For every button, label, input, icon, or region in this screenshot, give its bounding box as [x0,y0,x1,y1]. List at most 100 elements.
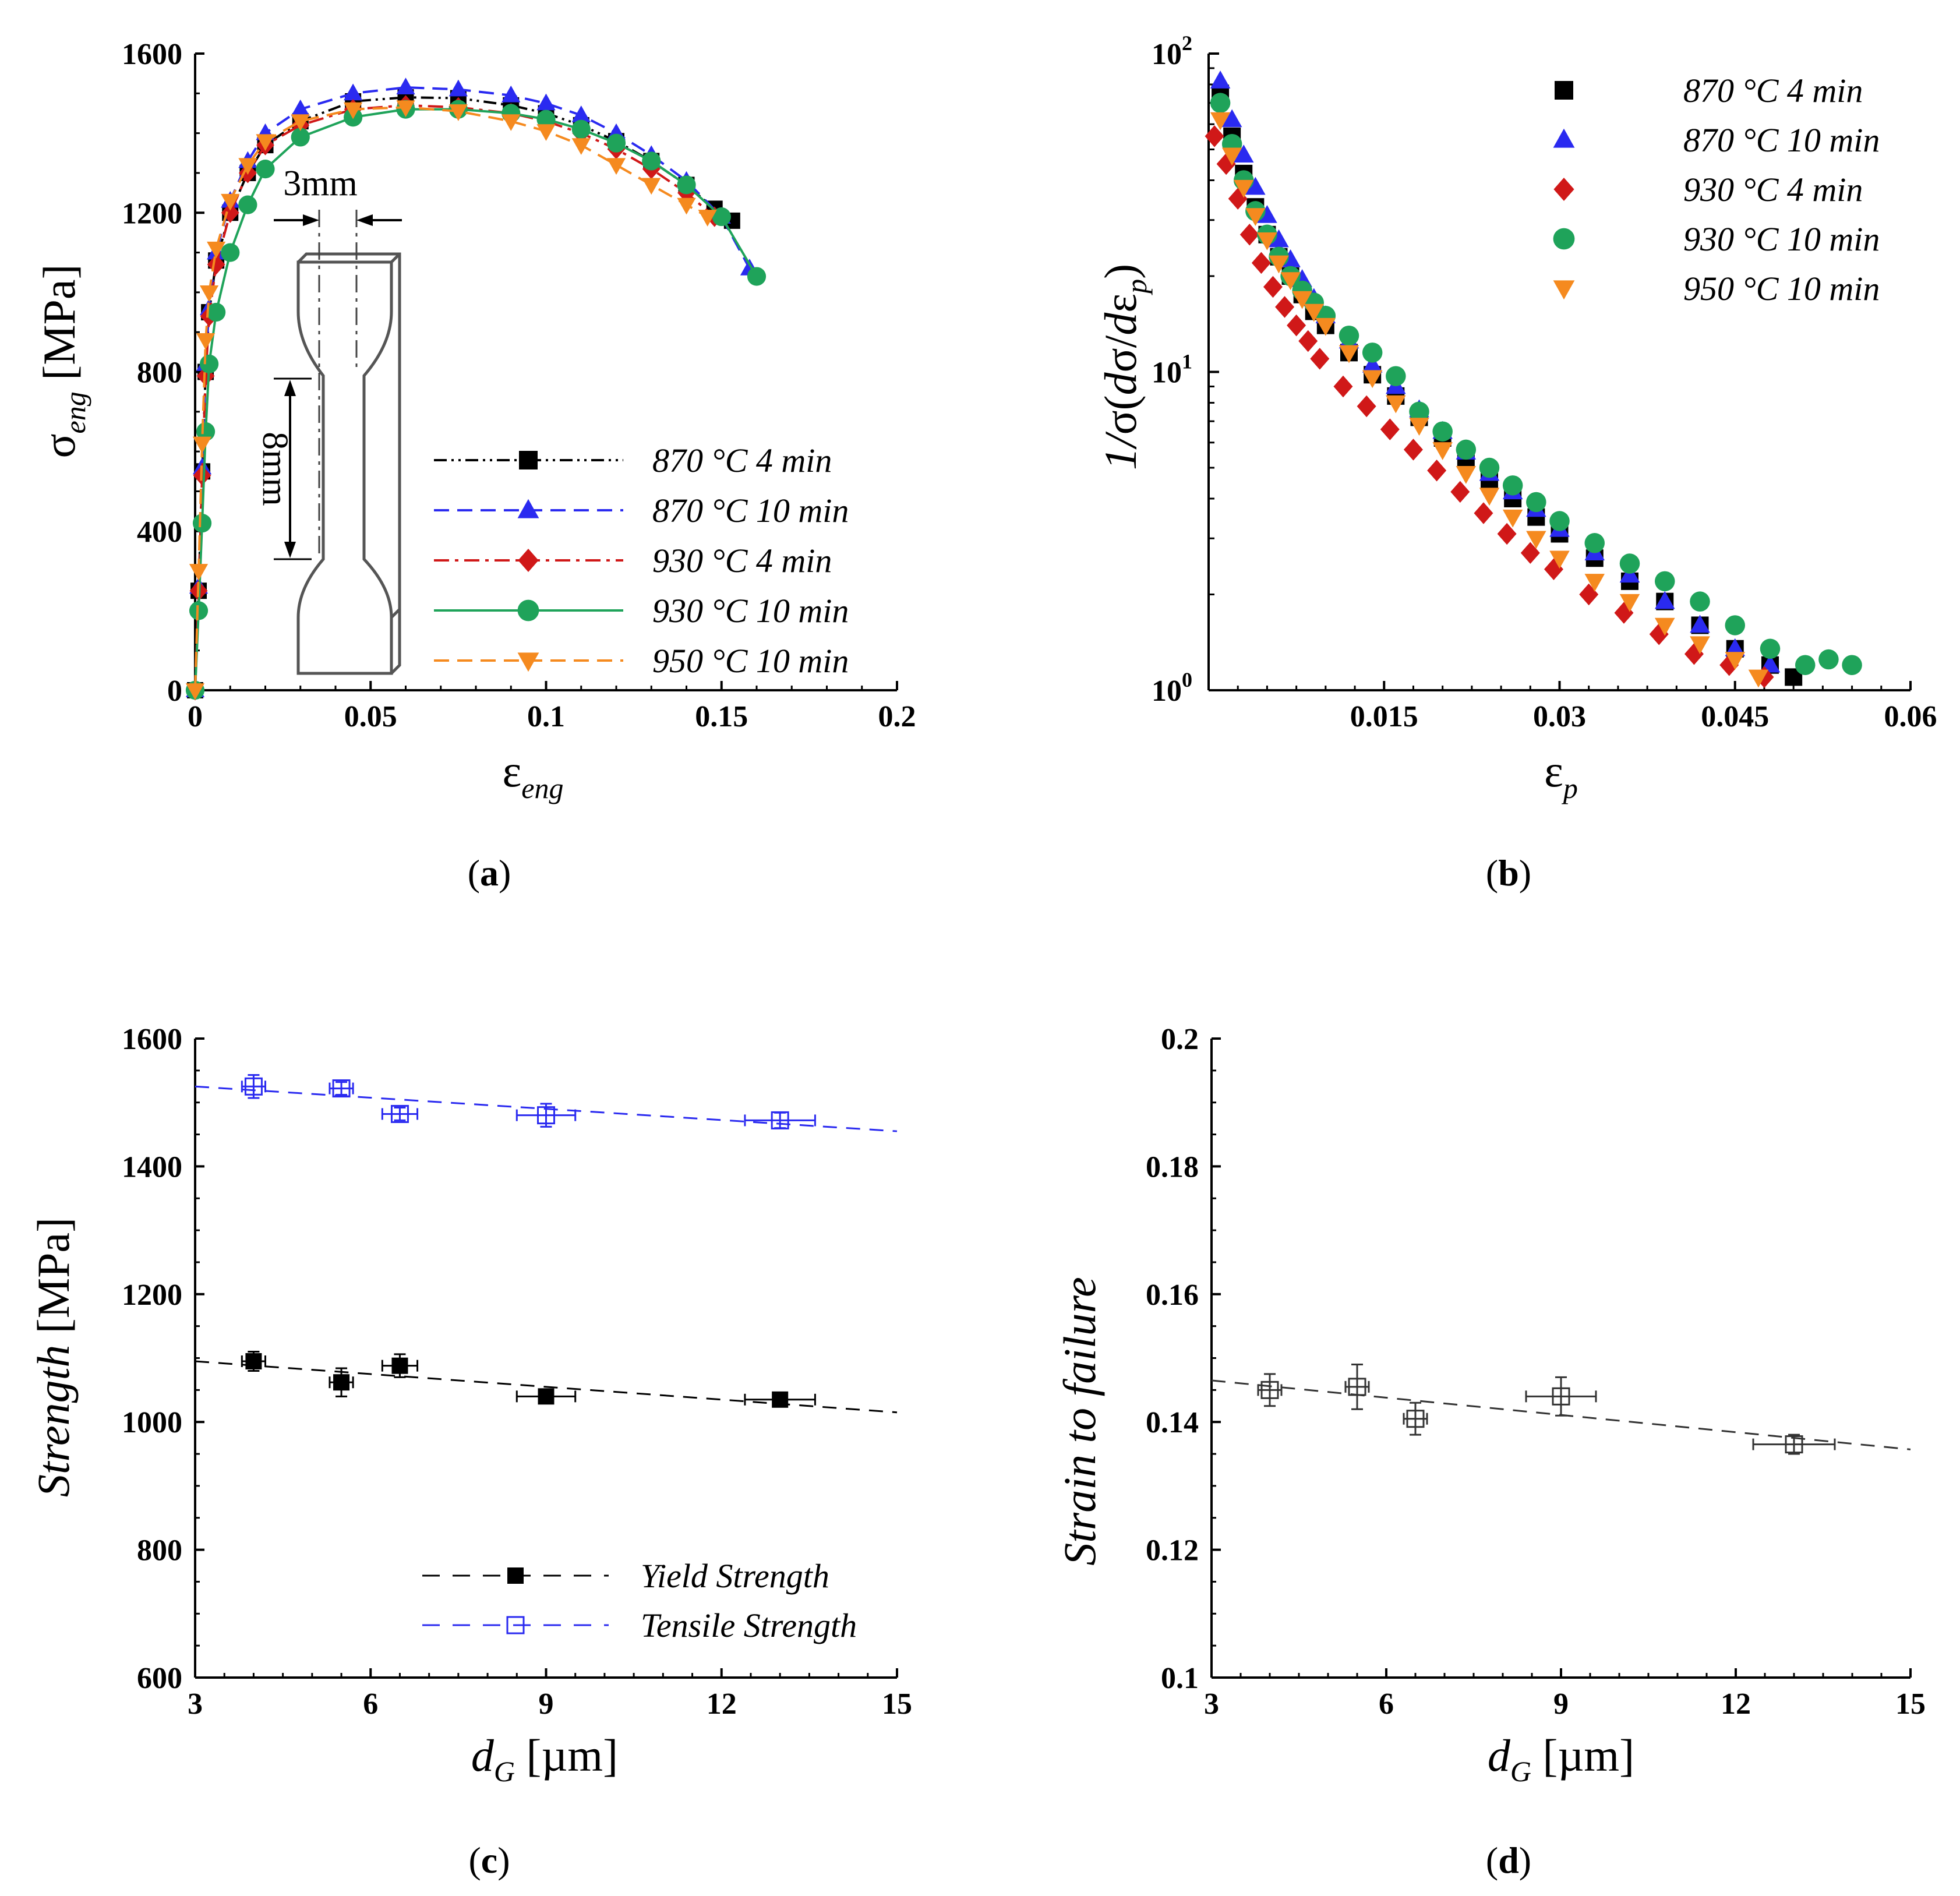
data-point [1333,375,1353,398]
data-point [1842,655,1862,675]
panel-b-y-axis-title: 1/σ(dσ/dεp) [1095,264,1153,470]
data-point [712,207,731,227]
data-point [1409,418,1429,436]
legend-marker [1553,228,1575,250]
x-tick-label: 15 [1895,1687,1926,1721]
data-point [1403,439,1423,461]
data-point [245,1353,262,1369]
data-point [1205,125,1224,147]
data-point [536,93,556,111]
legend-label: 950 °C 10 min [652,642,849,680]
data-point [1362,354,1383,373]
legend-marker [506,1616,525,1634]
data-point [571,138,591,155]
legend-marker [517,652,539,672]
data-point [1257,232,1277,250]
x-tick-label: 3 [188,1687,203,1721]
panel-c-axes [194,1037,898,1679]
data-point [1474,502,1493,524]
y-tick-label: 0.14 [1146,1406,1199,1439]
data-point [1526,531,1546,549]
data-point [1725,615,1745,635]
data-point [1380,418,1400,440]
panel-b-series [1205,70,1862,689]
data-point [1479,488,1500,506]
legend-marker [517,599,539,622]
data-point [1748,669,1769,688]
data-point [344,102,363,119]
x-tick-label: 6 [1379,1687,1394,1721]
y-tick-label: 0.18 [1146,1150,1199,1184]
data-point [396,77,415,94]
y-tick-label: 1000 [122,1406,182,1439]
data-point [1549,511,1570,531]
specimen-gauge-label: 8mm [255,432,295,506]
data-point [538,1388,555,1405]
data-point [1690,591,1710,612]
x-tick-label: 0 [188,700,203,733]
data-point [536,124,556,142]
data-point [772,1391,789,1408]
data-point [256,160,275,179]
y-tick-exponent: 1 [1182,350,1192,373]
data-point [1386,366,1406,386]
panel-a-legend: 870 °C 4 min 870 °C 10 min 930 °C 4 min 930… [434,442,849,680]
legend-label: Tensile Strength [641,1607,857,1644]
y-tick-label: 102 [1152,31,1192,71]
data-point [1795,655,1816,675]
y-tick-label: 0.1 [1161,1662,1199,1695]
data-point [396,100,415,118]
data-point [196,422,216,442]
specimen-width-label: 3mm [283,164,357,203]
data-point [221,202,239,223]
data-point [1584,533,1605,553]
data-point [344,83,363,101]
legend-marker [519,451,538,469]
y-tick-label: 1600 [122,1023,182,1056]
data-point [1619,553,1640,574]
data-point [1432,442,1453,460]
data-point [1304,303,1324,322]
panel-c-legend: Yield Strength Tensile Strength [422,1557,857,1644]
x-tick-label: 0.2 [878,700,916,733]
data-point [1292,291,1312,309]
data-point [1298,330,1318,352]
data-point [1655,571,1675,592]
data-point [1275,296,1295,318]
data-point [192,513,212,533]
data-point [502,85,521,103]
legend-label: 930 °C 4 min [652,542,832,580]
data-point [571,119,591,139]
data-point [1409,401,1429,422]
data-point [1348,1378,1366,1396]
x-tick-label: 0.03 [1533,700,1586,733]
panel-d-x-axis-title: dG [µm] [1488,1730,1634,1788]
y-tick-label: 800 [137,356,182,390]
data-point [1818,649,1839,670]
data-point [1552,1387,1570,1406]
data-point [207,302,226,322]
x-tick-label: 6 [363,1687,378,1721]
data-point [1251,252,1271,274]
data-point [1456,439,1477,460]
data-point [1450,481,1470,503]
data-point [1269,229,1289,248]
data-point [1357,395,1376,418]
data-point [642,151,661,171]
data-point [1287,314,1306,337]
x-tick-label: 0.05 [344,700,397,733]
data-point [189,601,209,620]
panel-a-series [185,77,767,701]
data-point [1315,317,1336,336]
data-point [332,1079,351,1098]
data-point [1432,421,1453,442]
data-point [1221,147,1242,166]
data-point [185,683,205,700]
panel-a-label: (a) [468,852,511,894]
y-tick-label: 400 [137,516,182,549]
data-point [1526,492,1546,513]
data-point [1239,224,1259,246]
y-tick-label: 1400 [122,1150,182,1184]
legend-label: 950 °C 10 min [1683,270,1880,308]
